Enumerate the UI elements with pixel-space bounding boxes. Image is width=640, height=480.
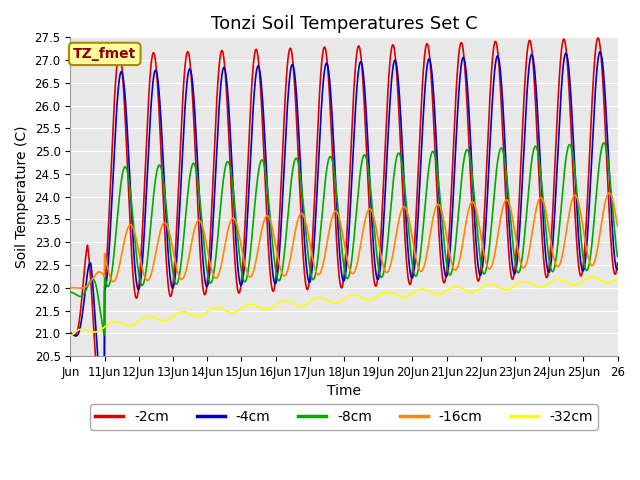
Text: TZ_fmet: TZ_fmet (73, 47, 136, 61)
Y-axis label: Soil Temperature (C): Soil Temperature (C) (15, 125, 29, 268)
Legend: -2cm, -4cm, -8cm, -16cm, -32cm: -2cm, -4cm, -8cm, -16cm, -32cm (90, 405, 598, 430)
X-axis label: Time: Time (327, 384, 361, 398)
Title: Tonzi Soil Temperatures Set C: Tonzi Soil Temperatures Set C (211, 15, 477, 33)
